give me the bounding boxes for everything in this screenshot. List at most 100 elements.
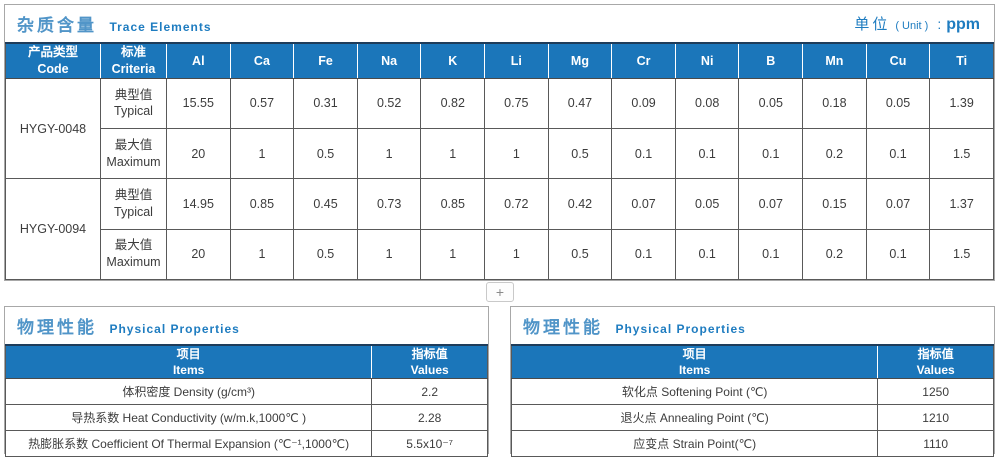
product-code-cell: HYGY-0048 (5, 77, 101, 180)
unit-en: ( Unit ) (895, 20, 929, 32)
unit-zh: 单位 (854, 16, 891, 33)
value-cell: 0.57 (229, 77, 295, 130)
col-header-ni: Ni (674, 43, 739, 79)
value-cell: 1.37 (929, 178, 994, 230)
trace-title-zh: 杂质含量 (17, 16, 97, 35)
value-cell: 0.2 (802, 128, 867, 180)
criteria-cell: 典型值 Typical (100, 178, 167, 230)
col-header-fe: Fe (293, 43, 358, 79)
value-cell: 0.2 (802, 228, 867, 281)
table-row: HYGY-0048 典型值 Typical 15.55 0.57 0.31 0.52 0.82… (5, 77, 994, 180)
physical-left-title-bar: 物理性能 Physical Properties (5, 307, 488, 344)
table-row: HYGY-0094 典型值 Typical 14.95 0.85 0.45 0.73 0.85… (5, 178, 994, 280)
col-header-ca: Ca (229, 43, 294, 79)
physical-left-header-row: 项目 Items 指标值 Values (5, 345, 488, 380)
value-cell: 0.1 (611, 228, 676, 281)
value-cell: 0.15 (802, 178, 867, 230)
col-header-mg: Mg (547, 43, 612, 79)
value-cell: 0.09 (611, 77, 676, 130)
col-header-al: Al (166, 43, 231, 79)
col-header-cr: Cr (611, 43, 676, 79)
unit-label: 单位 ( Unit ) : ppm (854, 13, 980, 34)
col-header-b: B (738, 43, 803, 79)
value-cell: 1.5 (929, 228, 994, 281)
value-cell: 0.75 (484, 77, 549, 130)
value-cell: 0.5 (547, 128, 613, 180)
physical-left-title-en: Physical Properties (109, 322, 240, 336)
property-item-cell: 应变点 Strain Point(℃) (510, 430, 879, 458)
add-section-button[interactable]: + (486, 282, 514, 302)
property-value-cell: 1250 (877, 378, 994, 406)
value-cell: 1 (356, 228, 422, 281)
value-cell: 1 (356, 128, 422, 180)
physical-properties-section-left: 物理性能 Physical Properties 项目 Items 指标值 Va… (4, 306, 489, 458)
value-cell: 0.85 (229, 178, 295, 230)
col-header-items: 项目 Items (511, 345, 878, 380)
value-cell: 0.52 (356, 77, 422, 130)
value-cell: 0.18 (802, 77, 867, 130)
property-item-cell: 体积密度 Density (g/cm³) (4, 378, 373, 406)
property-value-cell: 2.28 (371, 404, 488, 432)
value-cell: 20 (166, 228, 231, 281)
value-cell: 1 (229, 128, 295, 180)
value-cell: 0.1 (865, 228, 931, 281)
physical-right-table: 项目 Items 指标值 Values 软化点 Softening Point … (510, 344, 994, 458)
value-cell: 0.1 (865, 128, 931, 180)
value-cell: 1 (420, 128, 486, 180)
value-cell: 20 (166, 128, 231, 180)
value-cell: 0.07 (865, 178, 931, 230)
value-cell: 0.45 (293, 178, 358, 230)
value-cell: 0.1 (674, 228, 740, 281)
trace-elements-table: 产品类型 Code 标准 Criteria Al Ca Fe Na K Li Mg Cr Ni B… (5, 42, 994, 281)
value-cell: 0.07 (611, 178, 676, 230)
property-item-cell: 热膨胀系数 Coefficient Of Thermal Expansion (… (4, 430, 373, 458)
value-cell: 0.05 (674, 178, 740, 230)
col-header-values: 指标值 Values (371, 345, 488, 380)
value-cell: 0.1 (674, 128, 740, 180)
table-row: 最大值 Maximum 20 1 0.5 1 1 1 0.5 0.1 0.1 0.1 0.2 0.1 1.5 (6, 228, 994, 281)
property-value-cell: 1210 (877, 404, 994, 432)
value-cell: 0.1 (611, 128, 676, 180)
value-cell: 0.85 (420, 178, 486, 230)
trace-title: 杂质含量 Trace Elements (17, 11, 212, 36)
value-cell: 1 (484, 128, 549, 180)
value-cell: 1 (420, 228, 486, 281)
col-header-items: 项目 Items (5, 345, 372, 380)
value-cell: 1 (484, 228, 549, 281)
unit-value: ppm (946, 16, 980, 33)
property-value-cell: 2.2 (371, 378, 488, 406)
col-header-na: Na (356, 43, 421, 79)
value-cell: 0.05 (738, 77, 804, 130)
physical-right-title-zh: 物理性能 (523, 318, 603, 337)
table-row: 应变点 Strain Point(℃) 1110 (510, 430, 994, 458)
physical-right-title: 物理性能 Physical Properties (523, 313, 746, 338)
value-cell: 0.42 (547, 178, 613, 230)
value-cell: 0.72 (484, 178, 549, 230)
physical-right-title-bar: 物理性能 Physical Properties (511, 307, 994, 344)
table-row: 退火点 Annealing Point (℃) 1210 (510, 404, 994, 432)
value-cell: 15.55 (166, 77, 231, 130)
physical-right-title-en: Physical Properties (615, 322, 746, 336)
value-cell: 0.5 (293, 228, 358, 281)
table-row: 热膨胀系数 Coefficient Of Thermal Expansion (… (4, 430, 488, 458)
col-header-mn: Mn (802, 43, 867, 79)
property-item-cell: 软化点 Softening Point (℃) (510, 378, 879, 406)
col-header-values: 指标值 Values (877, 345, 994, 380)
table-row: 体积密度 Density (g/cm³) 2.2 (4, 378, 488, 406)
property-value-cell: 1110 (877, 430, 994, 458)
table-row: 最大值 Maximum 20 1 0.5 1 1 1 0.5 0.1 0.1 0.1 0.2 0.1 1.5 (6, 128, 994, 180)
value-cell: 0.47 (547, 77, 613, 130)
value-cell: 0.82 (420, 77, 486, 130)
value-cell: 1.39 (929, 77, 994, 130)
unit-colon: : (937, 16, 942, 32)
value-cell: 0.1 (738, 128, 804, 180)
criteria-cell: 最大值 Maximum (100, 228, 167, 281)
criteria-cell: 典型值 Typical (100, 77, 167, 130)
value-cell: 1 (229, 228, 295, 281)
col-header-li: Li (484, 43, 549, 79)
trace-title-en: Trace Elements (109, 20, 212, 34)
value-cell: 0.1 (738, 228, 804, 281)
value-cell: 0.31 (293, 77, 358, 130)
property-item-cell: 导热系数 Heat Conductivity (w/m.k,1000℃ ) (4, 404, 373, 432)
value-cell: 0.5 (547, 228, 613, 281)
